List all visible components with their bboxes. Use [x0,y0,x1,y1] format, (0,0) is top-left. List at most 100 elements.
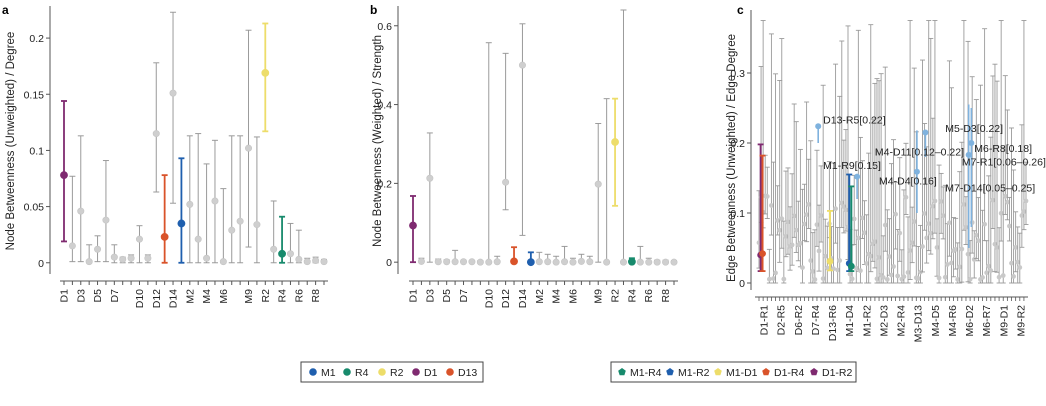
edge-point [802,221,807,227]
edge-point [872,239,878,245]
legend-label-D1: D1 [424,367,438,379]
edge-5 [766,248,772,284]
edge-point [849,276,855,282]
edge-114 [992,63,998,273]
edge-106 [975,197,981,262]
point-D11 [493,258,501,266]
edge-73 [907,20,913,280]
edge-50 [859,160,865,239]
edge-point [994,245,1000,250]
point-R4 [628,257,636,266]
edge-point [975,238,981,244]
edge-point [938,199,944,204]
node-M3 [544,253,552,266]
x-tick-label-M2: M2 [534,289,546,304]
edge-point [909,240,915,246]
node-D2 [417,257,425,265]
edge-82 [926,20,932,252]
x-tick-label-D1-R1: D1-R1 [759,305,771,336]
edge-point [886,254,892,259]
edge-91 [944,223,950,284]
y-tick-label: 0.3 [730,68,745,80]
x-tick-label-M6-D2: M6-D2 [964,305,976,337]
edge-54 [868,24,874,273]
edge-point [947,220,952,226]
node-M4 [552,255,560,266]
node-M1 [526,251,535,267]
edge-point [889,272,894,278]
node-D12 [502,52,510,211]
point-D4 [85,258,93,266]
x-tick-label-R8: R8 [310,289,322,303]
x-tick-label-D12: D12 [151,289,163,308]
edge-point [874,276,880,282]
point-M7 [577,257,585,265]
edge-point [880,275,886,280]
edge-point [915,276,921,281]
point-M5 [561,258,569,266]
node-D2 [68,175,76,263]
node-R6 [645,257,653,266]
node-D13 [510,246,518,266]
point-D6 [102,216,110,224]
edge-87 [936,164,942,284]
edge-40 [839,40,845,228]
edge-point [932,198,938,204]
node-M4 [203,163,211,264]
x-tick-label-D7: D7 [109,289,121,303]
point-R7 [303,258,311,266]
edge-point [835,267,841,273]
edge-point [980,275,985,280]
edge-point [791,213,797,219]
legend-item-M1-D1: M1-D1 [714,367,758,379]
y-tick-label: 0.2 [377,178,392,190]
edge-point [897,230,903,236]
point-M1 [177,219,186,228]
legend-edges: M1-R4 M1-R2 M1-D1 D1-R4 D1-R2 [610,361,857,383]
point-R5 [636,258,644,266]
point-R8 [662,258,670,266]
node-D3 [426,132,434,263]
edge-point [959,246,965,252]
x-tick-label-M6: M6 [218,289,230,304]
legend-marker-M1-R4 [618,368,626,376]
x-tick-label-M9-D1: M9-D1 [998,305,1010,337]
point-M1-D1 [826,257,834,265]
edge-point [775,217,781,223]
node-D10 [135,225,143,264]
edge-point [771,276,776,281]
point-D3 [426,174,434,182]
edge-point [969,220,975,225]
edge-point [940,213,946,219]
edge-point [797,240,803,246]
legend-nodes-frame [300,361,484,383]
legend-item-D13: D13 [446,367,477,379]
edge-point [808,258,814,264]
edge-70 [901,189,907,284]
point-M9 [594,180,602,188]
y-tick-label: 0.05 [24,202,45,214]
point-M4 [552,258,560,266]
legend-nodes: M1 R4 R2 D1 D13 [300,361,484,383]
edge-88 [938,172,944,234]
legend-marker-D1 [412,368,420,376]
edge-74 [909,206,915,264]
edge-112 [988,136,994,284]
legend-edges-frame [610,361,857,383]
edge-41 [841,139,847,234]
point-M8 [586,258,594,266]
edge-point [924,235,930,241]
edge-light-point [815,123,822,130]
node-M9 [245,29,253,248]
y-tick-label: 0.2 [29,33,44,45]
node-R7 [653,258,661,266]
node-D1 [60,100,68,243]
panel-b: b Node Betweenness (Weighted) / Strength… [370,3,678,308]
node-R6 [295,229,303,264]
edge-83 [928,37,934,255]
x-tick-label-D6-R2: D6-R2 [793,305,805,336]
edge-light-point [968,140,975,146]
edge-point [990,197,996,203]
node-R8 [662,258,670,266]
node-M9 [594,122,602,263]
